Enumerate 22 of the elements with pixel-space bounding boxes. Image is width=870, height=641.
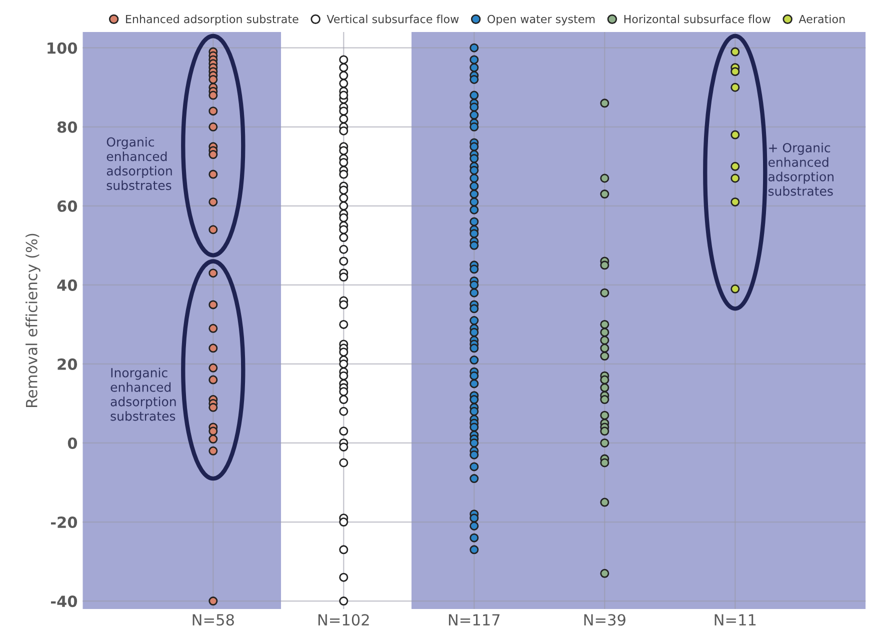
annotation: Organic enhanced adsorption substrates — [106, 136, 172, 190]
y-tick-label: 20 — [58, 358, 78, 370]
y-tick-label: 0 — [68, 437, 78, 450]
y-tick-label: -40 — [51, 596, 78, 608]
y-tick-label: 80 — [57, 121, 78, 133]
legend-label: Vertical subsurface flow — [326, 14, 459, 24]
legend-label: Enhanced adsorption substrate — [126, 14, 298, 26]
annotation: Inorganic enhanced adsorption substrates — [110, 368, 176, 421]
y-tick-label: 100 — [48, 42, 78, 54]
x-tick-label: N=39 — [584, 614, 626, 626]
legend-label: Horizontal subsurface flow — [624, 14, 770, 24]
legend-label: Open water system — [488, 14, 595, 26]
x-tick-label: N=11 — [714, 614, 756, 626]
y-tick-label: 60 — [57, 200, 78, 212]
y-axis-title: Removal efficiency (%) — [26, 234, 40, 407]
y-tick-label: 40 — [57, 279, 78, 291]
y-tick-label: -20 — [51, 516, 78, 528]
x-tick-label: N=117 — [448, 614, 500, 626]
annotation: + Organic enhanced adsorption substrates — [768, 142, 834, 196]
x-tick-label: N=102 — [318, 614, 369, 626]
legend-label: Aeration — [798, 14, 845, 24]
x-tick-label: N=58 — [192, 614, 234, 626]
